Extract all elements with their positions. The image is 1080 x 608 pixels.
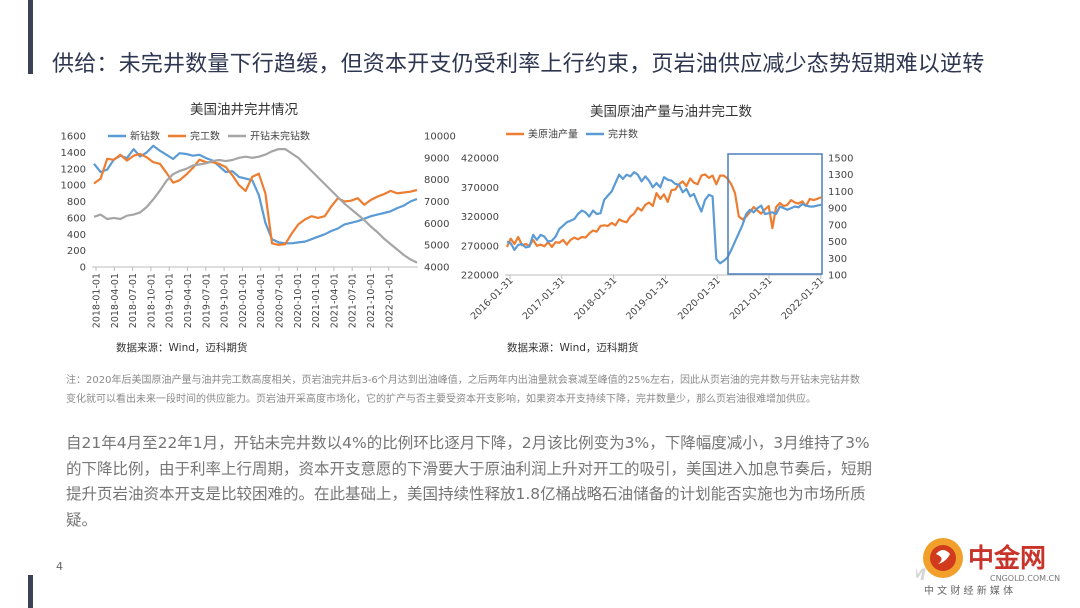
chart2-x-tick-label: 2021-01-31	[728, 275, 775, 322]
chart2-right-tick: 700	[828, 220, 847, 231]
chart1-x-tick-label: 2020-07-01	[275, 273, 286, 328]
chart2-left-tick: 420000	[461, 154, 499, 165]
chart1-right-tick: 10000	[424, 132, 456, 143]
chart1-x-tick-label: 2020-10-01	[293, 273, 304, 328]
chart1-x-tick-label: 2018-01-01	[92, 273, 103, 328]
chart2-source: 数据来源：Wind，迈科期货	[507, 342, 639, 354]
svg-text:中 文 财 经 新 媒 体: 中 文 财 经 新 媒 体	[924, 584, 1013, 597]
chart1-left-tick: 1000	[61, 181, 86, 192]
chart1-source: 数据来源：Wind，迈科期货	[116, 342, 248, 354]
chart1-x-tick-label: 2018-10-01	[146, 273, 157, 328]
svg-text:CNGOLD.COM.CN: CNGOLD.COM.CN	[990, 574, 1060, 583]
chart2-x-tick-label: 2018-01-31	[572, 275, 619, 322]
chart2-left-tick: 320000	[461, 212, 499, 223]
chart1-right-tick: 7000	[424, 197, 449, 208]
chart2-x-tick-label: 2022-01-31	[780, 275, 827, 322]
chart1-legend-label: 完工数	[190, 130, 220, 143]
chart2-x-tick-label: 2020-01-31	[676, 275, 723, 322]
chart1-left-tick: 1600	[61, 132, 86, 143]
chart1-x-tick-label: 2021-10-01	[366, 273, 377, 328]
chart2-right-tick: 500	[828, 237, 847, 248]
chart1-series-line	[93, 144, 418, 245]
chart1-left-tick: 600	[67, 213, 86, 224]
chart2-left-tick: 370000	[461, 183, 499, 194]
chart1-left-tick: 200	[67, 246, 86, 257]
chart2-highlight-box	[727, 153, 823, 275]
chart2-title: 美国原油产量与油井完工数	[590, 104, 752, 120]
chart1-x-tick-label: 2018-07-01	[128, 273, 139, 328]
chart1-x-tick-label: 2020-01-01	[238, 273, 249, 328]
chart2-series-line	[505, 173, 822, 248]
chart1-x-tick-label: 2018-04-01	[110, 273, 121, 328]
page-number: 4	[56, 560, 63, 573]
chart2-legend-label: 完井数	[608, 128, 638, 141]
chart1-legend-label: 新钻数	[130, 130, 160, 143]
chart1-x-tick-label: 2019-04-01	[183, 273, 194, 328]
chart1-right-tick: 4000	[424, 263, 449, 274]
chart1-right-tick: 5000	[424, 241, 449, 252]
chart1-right-tick: 8000	[424, 175, 449, 186]
chart2-right-tick: 1500	[828, 154, 853, 165]
chart1-x-tick-label: 2021-01-01	[311, 273, 322, 328]
cngold-logo: 中金网 CNGOLD.COM.CN 中 文 财 经 新 媒 体 M	[910, 532, 1076, 602]
chart1-left-tick: 0	[80, 263, 86, 274]
chart2-right-tick: 300	[828, 254, 847, 265]
chart1-x-tick-label: 2019-10-01	[220, 273, 231, 328]
chart2-x-tick-label: 2016-01-31	[469, 275, 516, 322]
svg-text:中金网: 中金网	[968, 543, 1046, 574]
chart1-left-tick: 1200	[61, 164, 86, 175]
chart2-series-line	[506, 171, 822, 265]
chart1-legend-label: 开钻未完钻数	[250, 130, 310, 143]
chart2-left-tick: 270000	[461, 241, 499, 252]
body-text: 自21年4月至22年1月，开钻未完井数以4%的比例环比逐月下降，2月该比例变为3…	[66, 434, 873, 529]
chart1-series-line	[93, 152, 418, 246]
accent-bar-bottom	[28, 575, 33, 608]
chart1-x-tick-label: 2020-04-01	[256, 273, 267, 328]
chart2-x-tick-label: 2019-01-31	[624, 275, 671, 322]
chart1-title: 美国油井完井情况	[190, 102, 298, 118]
chart1-x-tick-label: 2022-01-01	[384, 273, 395, 328]
chart2-right-tick: 100	[828, 271, 847, 282]
note-text: 注：2020年后美国原油产量与油井完工数高度相关，页岩油完井后3-6个月达到出油…	[66, 375, 861, 405]
chart1-left-tick: 400	[67, 230, 86, 241]
accent-bar-top	[28, 0, 33, 74]
chart2-left-tick: 220000	[461, 271, 499, 282]
chart2-x-tick-label: 2017-01-31	[521, 275, 568, 322]
chart2-right-tick: 900	[828, 204, 847, 215]
chart1-x-tick-label: 2021-04-01	[329, 273, 340, 328]
chart2-right-tick: 1100	[828, 187, 853, 198]
chart1-x-tick-label: 2019-01-01	[165, 273, 176, 328]
chart1-right-tick: 9000	[424, 153, 449, 164]
svg-text:M: M	[916, 565, 926, 584]
chart2-legend-label: 美原油产量	[528, 128, 578, 141]
slide-title: 供给：未完井数量下行趋缓，但资本开支仍受利率上行约束，页岩油供应减少态势短期难以…	[52, 52, 985, 77]
chart1-left-tick: 1400	[61, 148, 86, 159]
chart1-right-tick: 6000	[424, 219, 449, 230]
chart1-series-line	[93, 148, 418, 264]
chart1-x-tick-label: 2021-07-01	[348, 273, 359, 328]
chart1-left-tick: 800	[67, 197, 86, 208]
chart1-x-tick-label: 2019-07-01	[201, 273, 212, 328]
chart2-right-tick: 1300	[828, 170, 853, 181]
